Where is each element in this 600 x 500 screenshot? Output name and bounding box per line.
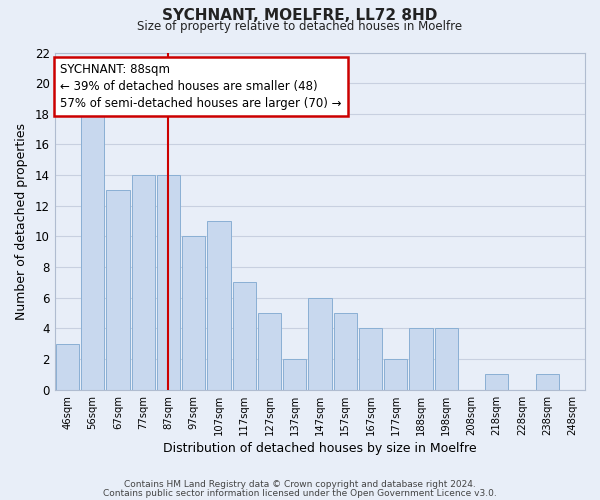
Bar [334, 313, 357, 390]
Bar [283, 359, 306, 390]
Bar [359, 328, 382, 390]
Bar [258, 313, 281, 390]
Bar [182, 236, 205, 390]
Bar [485, 374, 508, 390]
Text: Contains public sector information licensed under the Open Government Licence v3: Contains public sector information licen… [103, 488, 497, 498]
Text: SYCHNANT, MOELFRE, LL72 8HD: SYCHNANT, MOELFRE, LL72 8HD [163, 8, 437, 22]
X-axis label: Distribution of detached houses by size in Moelfre: Distribution of detached houses by size … [163, 442, 477, 455]
Bar [409, 328, 433, 390]
Bar [56, 344, 79, 390]
Text: Contains HM Land Registry data © Crown copyright and database right 2024.: Contains HM Land Registry data © Crown c… [124, 480, 476, 489]
Bar [384, 359, 407, 390]
Bar [207, 221, 230, 390]
Bar [131, 175, 155, 390]
Bar [157, 175, 180, 390]
Text: SYCHNANT: 88sqm
← 39% of detached houses are smaller (48)
57% of semi-detached h: SYCHNANT: 88sqm ← 39% of detached houses… [60, 62, 341, 110]
Bar [536, 374, 559, 390]
Bar [308, 298, 332, 390]
Bar [106, 190, 130, 390]
Y-axis label: Number of detached properties: Number of detached properties [15, 122, 28, 320]
Bar [81, 114, 104, 390]
Bar [434, 328, 458, 390]
Bar [233, 282, 256, 390]
Text: Size of property relative to detached houses in Moelfre: Size of property relative to detached ho… [137, 20, 463, 33]
